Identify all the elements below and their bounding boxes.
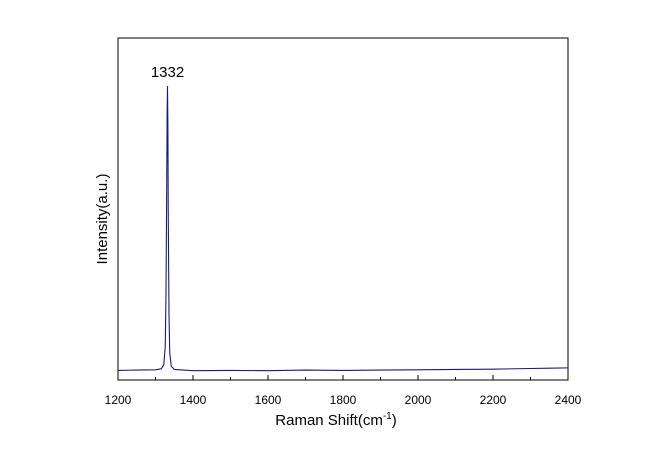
- x-axis-title-main: Raman Shift(cm: [275, 412, 383, 429]
- y-axis-title: Intensity(a.u.): [94, 174, 111, 265]
- plot-frame: [117, 37, 569, 381]
- x-axis-title-superscript: -1: [383, 411, 392, 422]
- x-axis-title-suffix: ): [392, 412, 397, 429]
- x-tick-label: 1600: [255, 393, 282, 407]
- peak-annotation: 1332: [151, 64, 184, 81]
- x-axis-title: Raman Shift(cm-1): [275, 411, 396, 429]
- x-axis-tick-labels: 1200 1400 1600 1800 2000 2200 2400: [105, 393, 582, 407]
- spectrum-line: [117, 85, 569, 372]
- x-tick-label: 1200: [105, 393, 132, 407]
- x-tick-label: 2200: [480, 393, 507, 407]
- x-tick-label: 1400: [180, 393, 207, 407]
- x-tick-label: 2400: [555, 393, 582, 407]
- x-tick-label: 1800: [330, 393, 357, 407]
- x-tick-label: 2000: [405, 393, 432, 407]
- x-axis-ticks: [117, 375, 569, 380]
